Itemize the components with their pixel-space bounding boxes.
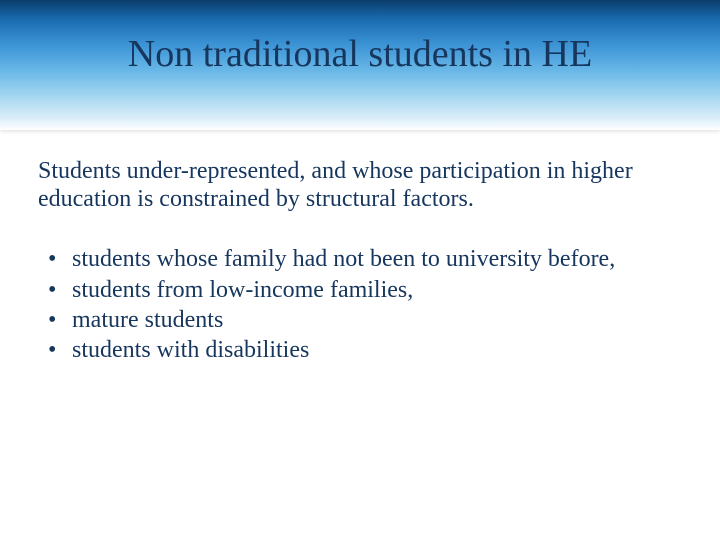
list-item: students from low-income families, <box>42 276 682 304</box>
bullet-text: students whose family had not been to un… <box>72 246 615 272</box>
header-band: Non traditional students in HE <box>0 0 720 130</box>
list-item: students whose family had not been to un… <box>42 245 682 273</box>
intro-paragraph: Students under-represented, and whose pa… <box>38 158 682 213</box>
bullet-text: mature students <box>72 307 223 333</box>
list-item: mature students <box>42 306 682 334</box>
list-item: students with disabilities <box>42 336 682 364</box>
bullet-text: students with disabilities <box>72 337 309 363</box>
bullet-text: students from low-income families, <box>72 277 413 303</box>
bullet-list: students whose family had not been to un… <box>38 245 682 364</box>
slide-title: Non traditional students in HE <box>0 32 720 76</box>
slide-body: Students under-represented, and whose pa… <box>0 130 720 364</box>
